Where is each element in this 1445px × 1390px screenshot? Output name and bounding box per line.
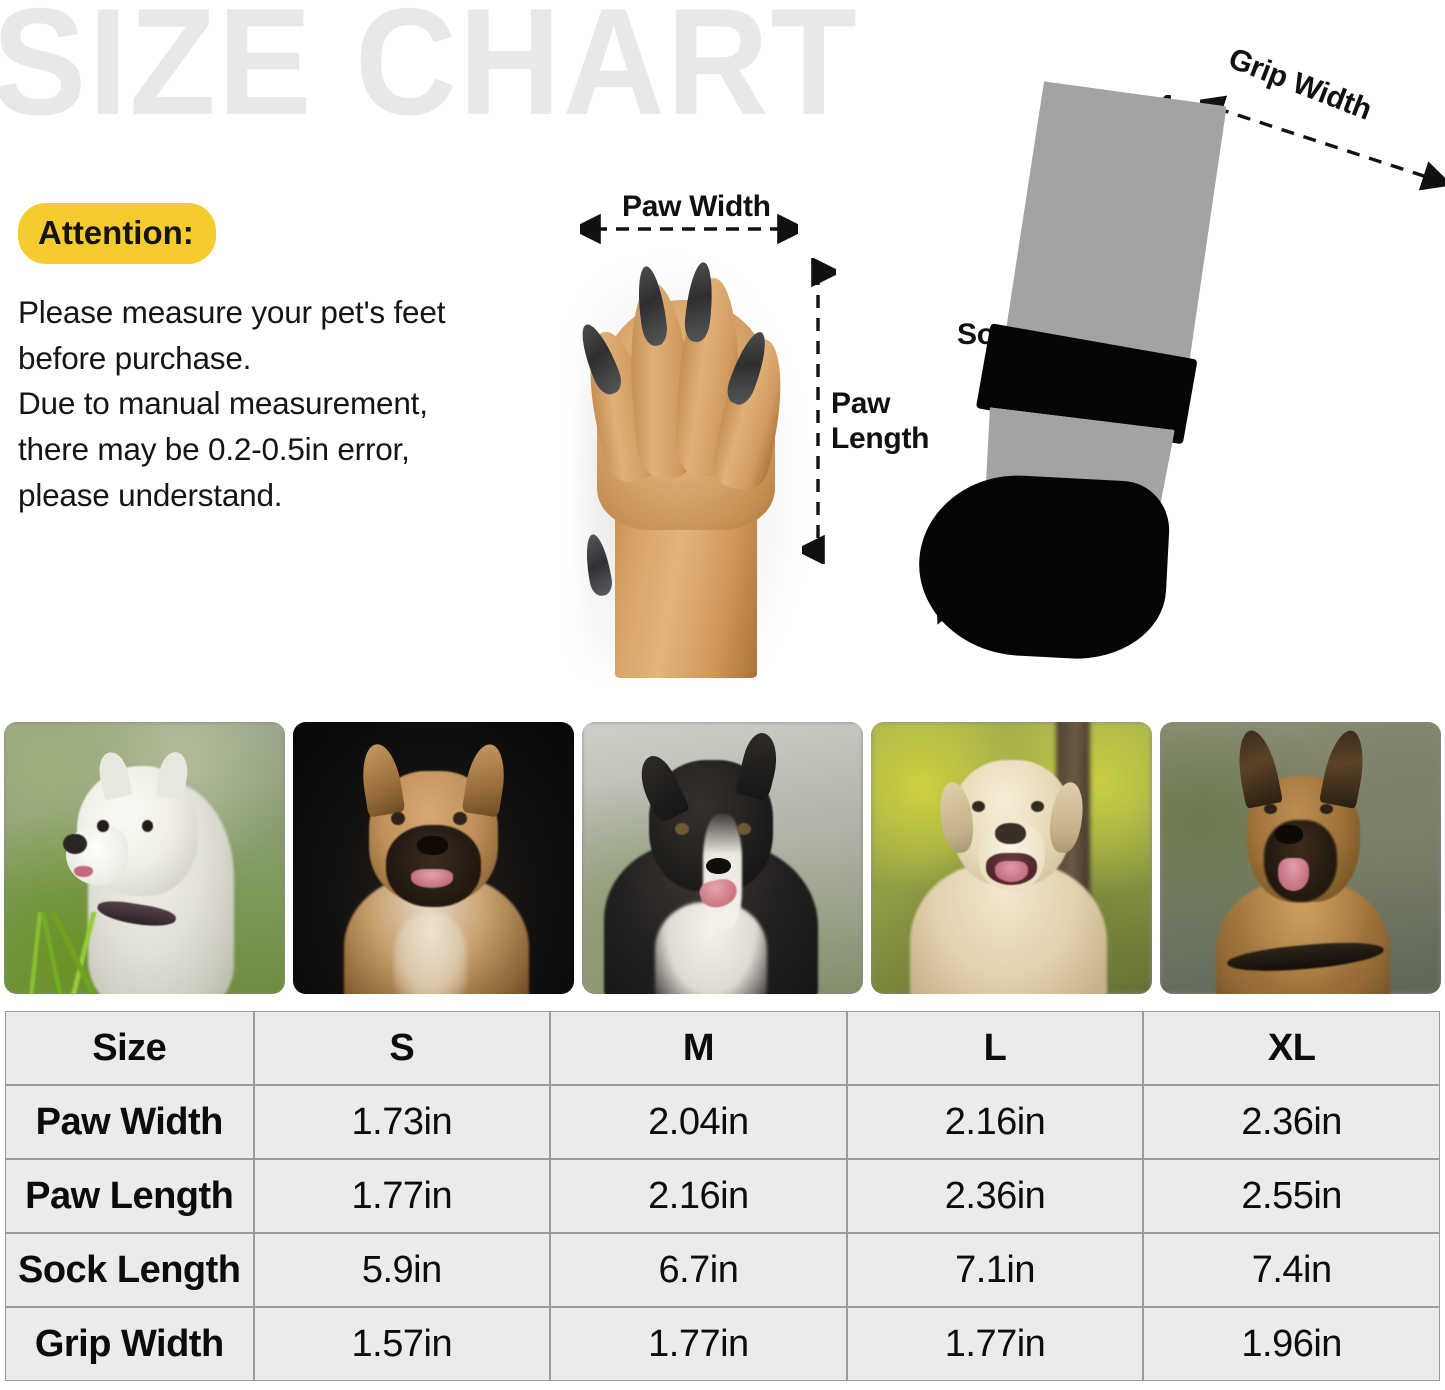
dog-photo-german-shepherd (1160, 722, 1441, 994)
header-cell-size: Size (5, 1011, 254, 1085)
paw-length-arrow-icon (802, 258, 836, 564)
row-label-paw-length: Paw Length (5, 1159, 254, 1233)
paw-width-arrow-icon (580, 214, 798, 245)
frenchie-eye-right (453, 811, 468, 826)
paw-length-label-line1: Paw (831, 387, 891, 420)
table-row: Paw Length 1.77in 2.16in 2.36in 2.55in (5, 1159, 1440, 1233)
frenchie-eye-left (391, 811, 406, 826)
table-header-row: Size S M L XL (5, 1011, 1440, 1085)
table-row: Paw Width 1.73in 2.04in 2.16in 2.36in (5, 1085, 1440, 1159)
cell-sock-length-s: 5.9in (253, 1233, 551, 1307)
header-cell-l: L (846, 1011, 1144, 1085)
cell-paw-width-m: 2.04in (550, 1085, 847, 1159)
westie-nose (63, 833, 87, 854)
attention-line-5: please understand. (18, 476, 283, 513)
table-row: Grip Width 1.57in 1.77in 1.77in 1.96in (5, 1307, 1440, 1381)
attention-line-1: Please measure your pet's feet (18, 294, 446, 330)
attention-line-2: before purchase. (18, 339, 252, 376)
header-cell-xl: XL (1143, 1011, 1440, 1085)
sock-toe-grip (914, 470, 1172, 664)
shepherd-tongue (1278, 858, 1309, 891)
table-row: Sock Length 5.9in 6.7in 7.1in 7.4in (5, 1233, 1440, 1307)
dog-photo-west-highland-white-terrier (4, 722, 285, 994)
paw-length-label: Paw Length (831, 386, 941, 457)
westie-eye-right (141, 819, 154, 833)
dog-photo-french-bulldog (293, 722, 574, 994)
westie-tongue (74, 866, 93, 878)
grip-width-arrow-icon (1200, 95, 1445, 191)
size-table-body: Size S M L XL Paw Width 1.73in 2.04in 2.… (5, 1011, 1440, 1381)
cell-sock-length-m: 6.7in (550, 1233, 847, 1307)
dog-paw-photo (574, 238, 805, 678)
cell-grip-width-xl: 1.96in (1143, 1307, 1440, 1381)
attention-line-3: Due to manual measurement, (18, 385, 428, 422)
size-table: Size S M L XL Paw Width 1.73in 2.04in 2.… (5, 1011, 1440, 1381)
dog-photo-yellow-labrador-retriever (871, 722, 1152, 994)
cell-grip-width-s: 1.57in (253, 1307, 551, 1381)
cell-paw-length-s: 1.77in (253, 1159, 551, 1233)
labrador-eye-right (1031, 800, 1045, 812)
header-cell-s: S (253, 1011, 551, 1085)
collie-eye-left (674, 822, 689, 835)
shepherd-neck-ruff (1221, 885, 1385, 994)
row-label-sock-length: Sock Length (5, 1233, 254, 1307)
paw-length-label-line2: Length (831, 422, 930, 456)
attention-block: Attention: Please measure your pet's fee… (18, 203, 558, 518)
collie-nose (705, 858, 731, 875)
cell-grip-width-m: 1.77in (550, 1307, 847, 1381)
cell-paw-length-l: 2.36in (846, 1159, 1144, 1233)
cell-paw-width-l: 2.16in (846, 1085, 1144, 1159)
labrador-tongue (994, 860, 1029, 883)
frenchie-chest (394, 912, 468, 994)
dog-breed-photo-strip (4, 722, 1441, 994)
cell-sock-length-l: 7.1in (846, 1233, 1144, 1307)
page-title: SIZE CHART (0, 0, 859, 147)
measurement-diagram-area: Paw Width Paw Length (574, 42, 1445, 678)
row-label-grip-width: Grip Width (5, 1307, 254, 1381)
shepherd-eye-left (1263, 803, 1277, 815)
attention-line-4: there may be 0.2-0.5in error, (18, 431, 410, 468)
header-cell-m: M (550, 1011, 847, 1085)
westie-eye-left (96, 819, 109, 833)
cell-paw-width-s: 1.73in (253, 1085, 551, 1159)
labrador-nose (994, 822, 1026, 845)
dog-photo-border-collie (582, 722, 863, 994)
westie-grass-foreground (4, 912, 106, 994)
cell-paw-length-m: 2.16in (550, 1159, 847, 1233)
shepherd-eye-right (1320, 803, 1334, 815)
shepherd-nose (1275, 825, 1304, 845)
frenchie-nose (416, 836, 448, 856)
attention-body: Please measure your pet's feet before pu… (18, 290, 558, 518)
cell-sock-length-xl: 7.4in (1143, 1233, 1440, 1307)
cell-grip-width-l: 1.77in (846, 1307, 1144, 1381)
sock-upper-tube (1000, 80, 1226, 364)
frenchie-tongue (411, 868, 454, 888)
row-label-paw-width: Paw Width (5, 1085, 254, 1159)
attention-badge: Attention: (18, 203, 216, 264)
cell-paw-length-xl: 2.55in (1143, 1159, 1440, 1233)
cell-paw-width-xl: 2.36in (1143, 1085, 1440, 1159)
labrador-eye-left (972, 800, 986, 812)
collie-eye-right (736, 822, 751, 835)
